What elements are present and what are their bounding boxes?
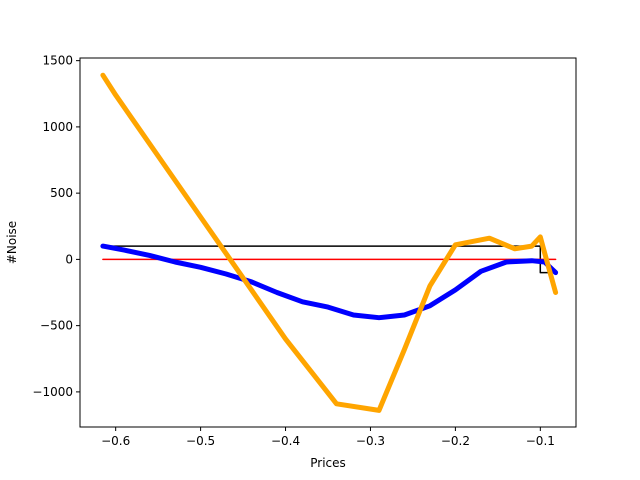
y-axis: 1500 1000 500 0 −500 −1000 — [32, 54, 80, 399]
x-axis-label: Prices — [310, 456, 346, 470]
y-tick-label: −1000 — [32, 385, 73, 399]
x-tick-label: −0.1 — [526, 434, 555, 448]
series-line-2 — [100, 243, 559, 321]
x-tick-label: −0.4 — [271, 434, 300, 448]
x-tick-label: −0.6 — [101, 434, 130, 448]
y-tick-label: 1000 — [42, 120, 73, 134]
x-tick-label: −0.3 — [356, 434, 385, 448]
series-layer — [100, 72, 559, 413]
x-tick-label: −0.2 — [441, 434, 470, 448]
plot-frame — [79, 57, 577, 428]
x-axis: −0.6 −0.5 −0.4 −0.3 −0.2 −0.1 — [101, 427, 555, 448]
series-line-3 — [100, 72, 559, 413]
y-tick-label: 1500 — [42, 54, 73, 68]
y-tick-label: −500 — [40, 319, 73, 333]
y-tick-label: 500 — [50, 186, 73, 200]
y-axis-label: #Noise — [5, 221, 19, 264]
x-tick-label: −0.5 — [186, 434, 215, 448]
y-tick-label: 0 — [65, 252, 73, 266]
